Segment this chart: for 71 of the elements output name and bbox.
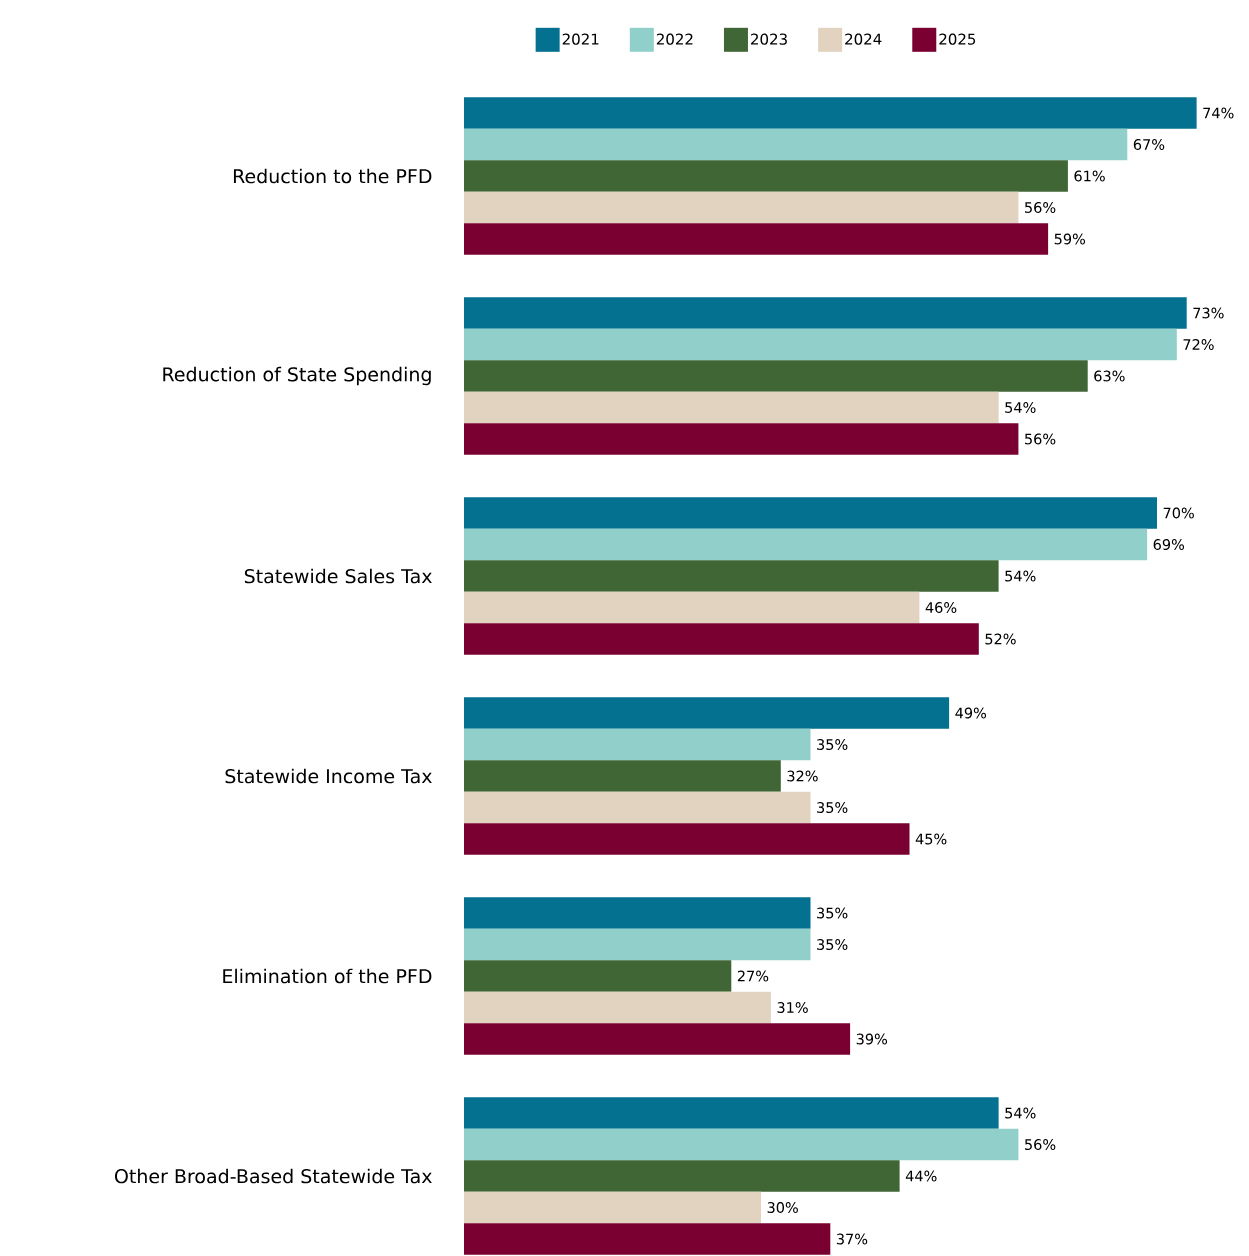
bar bbox=[464, 760, 781, 792]
data-label: 61% bbox=[1074, 170, 1105, 182]
legend-label: 2025 bbox=[939, 33, 976, 45]
bar bbox=[464, 1128, 1019, 1161]
bar bbox=[464, 391, 999, 424]
bar bbox=[464, 360, 1088, 392]
data-label: 31% bbox=[777, 1002, 808, 1013]
data-label: 54% bbox=[1005, 1107, 1036, 1119]
legend-label: 2023 bbox=[751, 33, 787, 45]
data-label: 30% bbox=[767, 1202, 798, 1213]
legend-label: 2021 bbox=[562, 33, 599, 45]
data-label: 69% bbox=[1153, 539, 1185, 550]
data-label: 35% bbox=[817, 939, 848, 950]
data-label: 37% bbox=[836, 1233, 868, 1245]
bar bbox=[464, 160, 1068, 192]
data-label: 49% bbox=[955, 707, 987, 719]
bar bbox=[464, 728, 811, 761]
bar bbox=[464, 528, 1148, 561]
bar bbox=[464, 1223, 831, 1255]
data-label: 72% bbox=[1183, 339, 1214, 350]
data-label: 52% bbox=[985, 633, 1016, 645]
data-label: 74% bbox=[1203, 107, 1234, 119]
data-label: 45% bbox=[915, 833, 947, 845]
data-label: 54% bbox=[1005, 570, 1036, 582]
bar bbox=[464, 223, 1049, 255]
bar bbox=[464, 823, 910, 855]
bar bbox=[464, 328, 1177, 361]
data-label: 35% bbox=[817, 739, 848, 750]
bar bbox=[464, 697, 950, 729]
bar bbox=[464, 97, 1197, 129]
data-label: 70% bbox=[1163, 507, 1194, 519]
bar bbox=[464, 128, 1128, 161]
bar bbox=[464, 960, 732, 992]
data-label: 67% bbox=[1133, 139, 1165, 150]
bar bbox=[464, 623, 979, 655]
bar bbox=[464, 191, 1019, 224]
legend-label: 2024 bbox=[845, 33, 882, 45]
data-label: 39% bbox=[856, 1033, 888, 1045]
legend-label: 2022 bbox=[656, 33, 693, 45]
bar bbox=[464, 928, 811, 961]
data-label: 54% bbox=[1005, 402, 1036, 413]
data-label: 63% bbox=[1094, 370, 1125, 382]
data-label: 32% bbox=[787, 770, 818, 782]
y-tick-label: Other Broad-Based Statewide Tax bbox=[115, 1168, 432, 1184]
data-label: 73% bbox=[1193, 307, 1224, 319]
y-tick-label: Reduction of State Spending bbox=[163, 366, 431, 386]
bar bbox=[464, 897, 811, 929]
data-label: 35% bbox=[817, 907, 848, 919]
bar bbox=[464, 791, 811, 824]
bar bbox=[464, 1023, 851, 1055]
bar bbox=[464, 991, 771, 1024]
bar bbox=[464, 1160, 900, 1192]
y-tick-label: Statewide Income Tax bbox=[225, 768, 432, 784]
bar bbox=[464, 497, 1158, 529]
data-label: 59% bbox=[1054, 233, 1086, 245]
y-tick-label: Elimination of the PFD bbox=[223, 968, 432, 984]
data-label: 27% bbox=[737, 970, 769, 982]
y-tick-label: Statewide Sales Tax bbox=[244, 568, 432, 584]
bar bbox=[464, 591, 920, 624]
bar bbox=[464, 297, 1187, 329]
bar bbox=[464, 1097, 999, 1129]
data-label: 46% bbox=[925, 602, 957, 613]
bar bbox=[464, 560, 999, 592]
data-label: 35% bbox=[817, 802, 848, 813]
bar bbox=[464, 1191, 762, 1224]
data-label: 56% bbox=[1025, 202, 1056, 213]
data-label: 44% bbox=[905, 1170, 937, 1182]
bar bbox=[464, 423, 1019, 455]
y-tick-label: Reduction to the PFD bbox=[233, 168, 432, 184]
data-label: 56% bbox=[1025, 433, 1056, 445]
data-label: 56% bbox=[1025, 1139, 1056, 1150]
